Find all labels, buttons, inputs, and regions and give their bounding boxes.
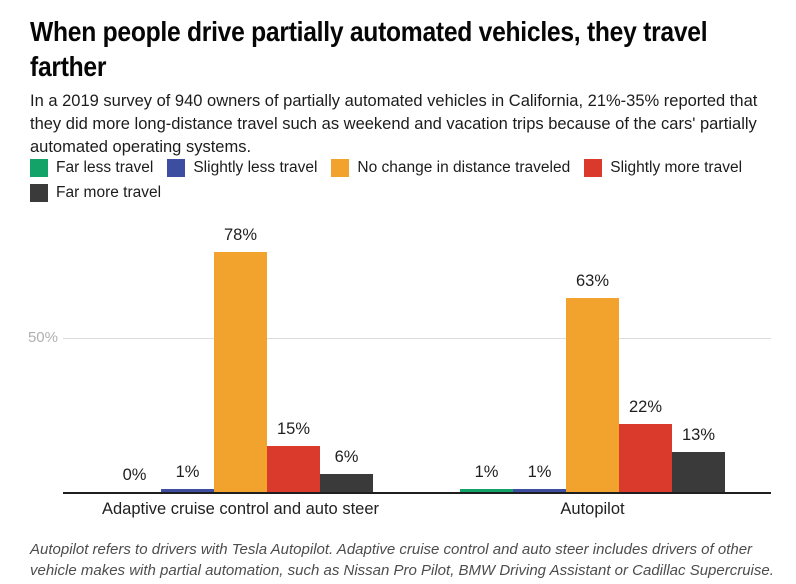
bar — [267, 446, 320, 492]
legend-item: No change in distance traveled — [331, 159, 570, 177]
legend-swatch — [331, 159, 350, 177]
bar-value-label: 1% — [527, 463, 552, 481]
bar — [566, 298, 619, 492]
y-gridline — [63, 338, 771, 339]
legend-item: Far more travel — [30, 184, 161, 202]
chart-subtitle: In a 2019 survey of 940 owners of partia… — [30, 92, 758, 156]
legend-label: No change in distance traveled — [357, 159, 571, 176]
x-category-label: Adaptive cruise control and auto steer — [102, 500, 379, 518]
bar-value-label: 15% — [276, 420, 311, 438]
bar — [513, 489, 566, 492]
bar — [460, 489, 513, 492]
legend-item: Slightly less travel — [167, 159, 317, 177]
bar-chart: 50% 0% 1% 78% 15% 6% 1% 1% 63% 22% 13% — [0, 225, 796, 494]
x-category-label: Autopilot — [560, 500, 625, 518]
bar — [619, 424, 672, 492]
legend-swatch — [30, 184, 48, 202]
footnote: Autopilot refers to drivers with Tesla A… — [30, 541, 774, 579]
legend: Far less travel Slightly less travel No ch… — [30, 159, 796, 202]
legend-label: Far less travel — [56, 159, 154, 176]
bar-value-label: 13% — [681, 426, 716, 444]
bar-value-label: 1% — [474, 463, 499, 481]
x-axis-line — [63, 492, 771, 494]
legend-label: Far more travel — [56, 184, 162, 201]
bar-value-label: 1% — [175, 463, 200, 481]
legend-swatch — [30, 159, 48, 177]
legend-item: Far less travel — [30, 159, 153, 177]
chart-title: When people drive partially automated ve… — [30, 16, 708, 82]
bar-value-label: 63% — [575, 272, 610, 290]
legend-swatch — [584, 159, 603, 177]
bar-value-label: 22% — [628, 398, 663, 416]
bar — [161, 489, 214, 492]
bar-value-label: 0% — [122, 466, 147, 484]
legend-label: Slightly more travel — [610, 159, 743, 176]
bar-value-label: 6% — [334, 448, 359, 466]
legend-swatch — [167, 159, 186, 177]
bar — [320, 474, 373, 492]
y-tick-label: 50% — [27, 329, 58, 346]
bar — [672, 452, 725, 492]
bar-value-label: 78% — [223, 226, 258, 244]
legend-label: Slightly less travel — [193, 159, 318, 176]
legend-item: Slightly more travel — [584, 159, 742, 177]
bar — [214, 252, 267, 492]
